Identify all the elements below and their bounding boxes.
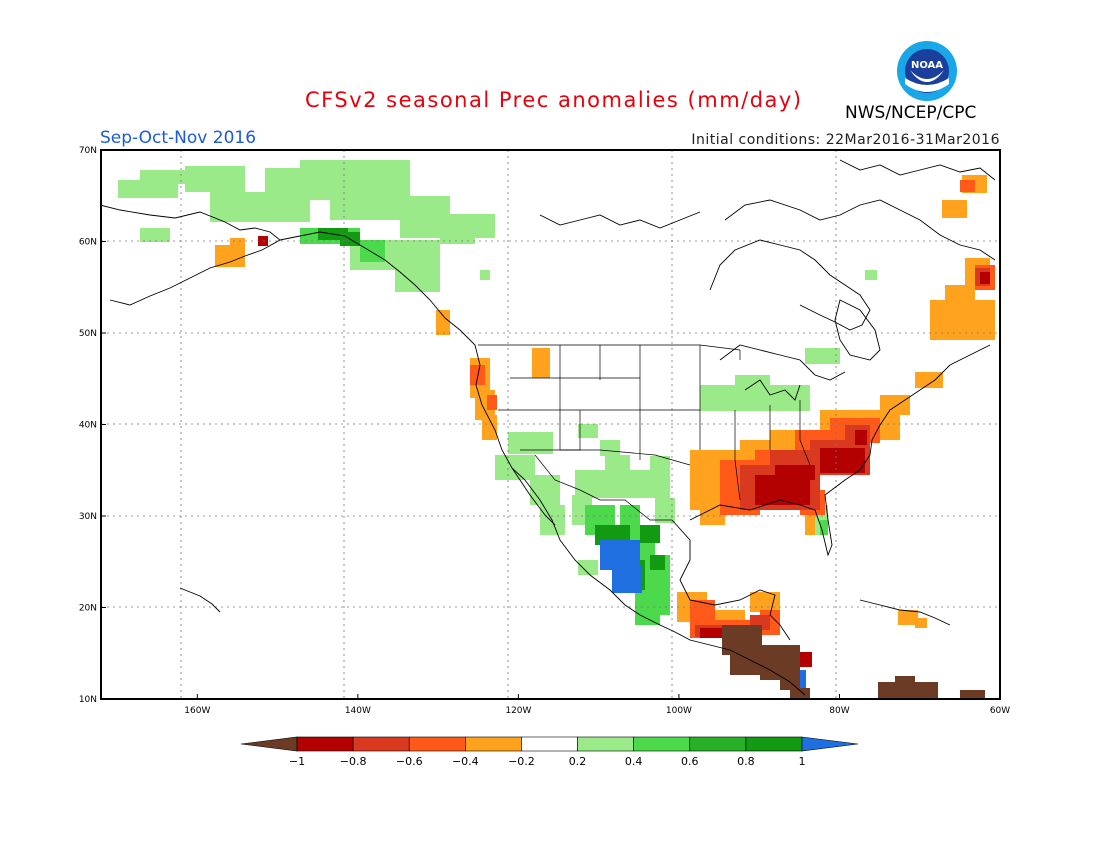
colorbar-label: −0.8 [340, 755, 367, 768]
lon-tick-label: 160W [184, 706, 210, 716]
colorbar-segment [633, 736, 691, 752]
anomaly-dark-red [258, 236, 990, 667]
map-grid [101, 150, 1000, 699]
lon-tick-label: 120W [505, 706, 531, 716]
colorbar-segment [465, 736, 522, 752]
lon-tick-label: 100W [666, 706, 692, 716]
lat-tick-label: 30N [79, 512, 97, 522]
colorbar-segment [689, 736, 747, 752]
colorbar-label: 0.8 [737, 755, 755, 768]
colorbar-label: −0.4 [452, 755, 479, 768]
initial-conditions-label: Initial conditions: 22Mar2016-31Mar2016 [691, 132, 1000, 148]
organization-label: NWS/NCEP/CPC [845, 103, 977, 123]
coastlines [101, 159, 996, 696]
colorbar-label: −1 [289, 755, 305, 768]
colorbar-segment [296, 736, 354, 752]
colorbar-segment [745, 736, 803, 752]
colorbar-segment [577, 736, 634, 752]
lat-tick-label: 10N [79, 695, 97, 705]
anomaly-light-green-north [118, 160, 877, 575]
colorbar-label: −0.6 [396, 755, 423, 768]
season-label: Sep-Oct-Nov 2016 [100, 128, 257, 148]
lon-tick-label: 140W [345, 706, 371, 716]
lat-tick-label: 20N [79, 604, 97, 614]
longitude-ticks: 160W 140W 120W 100W 80W 60W [184, 694, 1010, 716]
anomaly-field [118, 160, 995, 699]
colorbar-label: 0.2 [569, 755, 587, 768]
lat-tick-label: 70N [79, 146, 97, 156]
lat-tick-label: 50N [79, 329, 97, 339]
anomaly-blue [600, 540, 806, 690]
colorbar-label: 0.6 [681, 755, 699, 768]
colorbar-label: 1 [799, 755, 806, 768]
noaa-logo-icon: NOAA [897, 41, 957, 101]
political-borders [478, 344, 811, 521]
colorbar-low-extension [240, 736, 298, 752]
colorbar-high-extension [801, 736, 859, 752]
logo-text: NOAA [911, 60, 943, 71]
colorbar-segment [352, 736, 410, 752]
lat-tick-label: 40N [79, 421, 97, 431]
colorbar-label: −0.2 [508, 755, 535, 768]
lon-tick-label: 80W [829, 706, 849, 716]
lat-tick-label: 60N [79, 238, 97, 248]
lon-tick-label: 60W [990, 706, 1010, 716]
map-title: CFSv2 seasonal Prec anomalies (mm/day) [305, 88, 803, 112]
colorbar: −1 −0.8 −0.6 −0.4 −0.2 0.2 0.4 0.6 0.8 1 [240, 736, 859, 768]
colorbar-segment [521, 736, 578, 752]
latitude-ticks: 10N 20N 30N 40N 50N 60N 70N [79, 146, 106, 705]
colorbar-label: 0.4 [625, 755, 643, 768]
colorbar-segment [408, 736, 466, 752]
